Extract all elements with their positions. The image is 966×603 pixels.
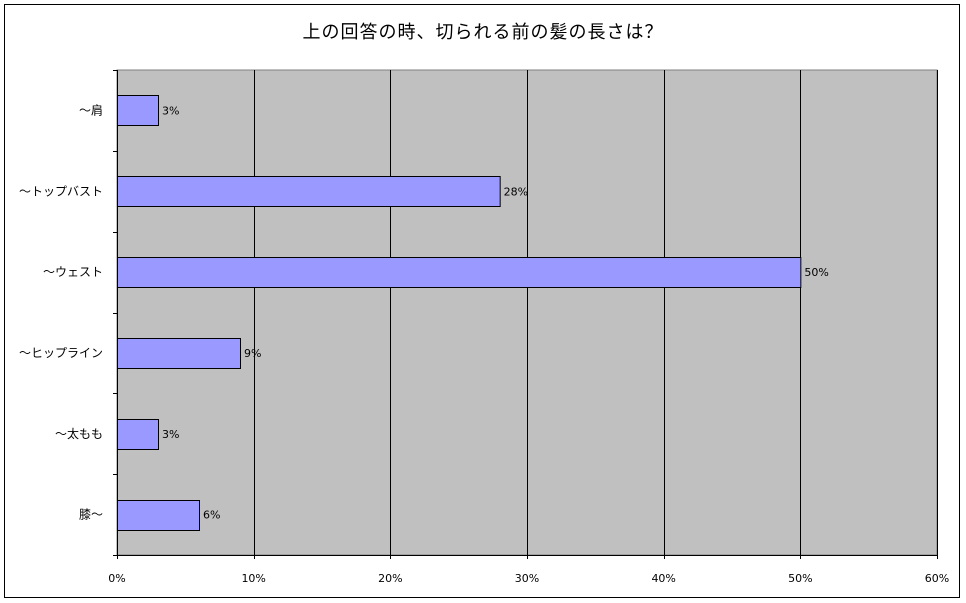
x-tick-label: 60% (925, 572, 949, 585)
x-tick-labels: 0% 10% 20% 30% 40% 50% 60% (108, 572, 949, 585)
category-label: ～トップバスト (19, 184, 103, 198)
axes (113, 70, 938, 559)
x-tick-label: 40% (651, 572, 675, 585)
category-label: ～太もも (55, 426, 103, 441)
data-label: 3% (162, 428, 179, 441)
x-tick-label: 10% (241, 572, 265, 585)
data-label: 9% (244, 347, 261, 360)
x-tick-label: 50% (788, 572, 812, 585)
data-label: 28% (504, 185, 528, 198)
bar (117, 338, 241, 369)
category-label: ～ウェスト (43, 265, 103, 279)
category-label: ～肩 (79, 102, 103, 117)
bar (117, 500, 200, 531)
data-labels: 3% 28% 50% 9% 3% 6% (162, 104, 829, 521)
gridlines (254, 70, 938, 555)
x-tick-label: 20% (378, 572, 402, 585)
x-tick-label: 0% (108, 572, 125, 585)
chart-title: 上の回答の時、切られる前の髪の長さは？ (302, 22, 664, 43)
x-tick-label: 30% (515, 572, 539, 585)
bars (117, 95, 802, 531)
bar (117, 257, 802, 288)
data-label: 6% (203, 509, 220, 522)
category-label: ～ヒップライン (19, 346, 103, 360)
data-label: 3% (162, 104, 179, 117)
category-label: 膝～ (79, 508, 103, 522)
data-label: 50% (804, 266, 828, 279)
bar (117, 419, 159, 450)
bar (117, 176, 501, 207)
bar (117, 95, 159, 126)
